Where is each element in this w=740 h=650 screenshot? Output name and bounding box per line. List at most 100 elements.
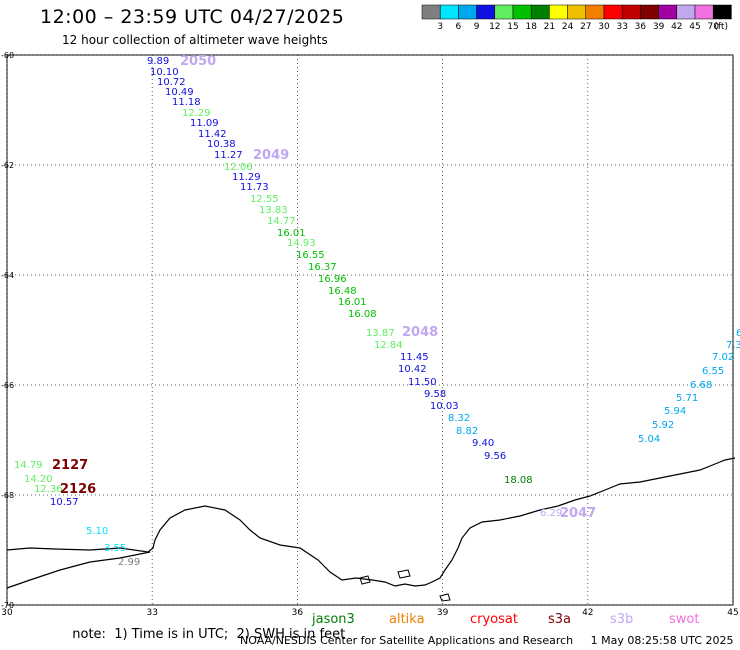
map-subtitle: 12 hour collection of altimeter wave hei… [62,33,328,47]
colorbar-swatch [439,4,459,20]
colorbar-tick-label: 27 [580,22,591,32]
coastline [6,457,736,602]
wave-height-value: 12.84 [374,340,403,351]
colorbar-tick-label: 42 [671,22,682,32]
track-id-label: 2050 [180,54,216,69]
wave-height-value: 16.48 [328,286,357,297]
wave-height-value: 11.42 [198,129,227,140]
satellite-swot: swot [669,612,700,627]
wave-height-value: 5.92 [652,420,674,431]
satellite-s3a: s3a [548,612,572,627]
wave-height-value: 6.68 [690,380,712,391]
wave-height-value: 10.57 [50,497,79,508]
satellite-jason3: jason3 [312,612,355,627]
wave-height-value: 8.32 [448,413,470,424]
colorbar-swatch [585,4,605,20]
colorbar-tick-label: 39 [653,22,665,32]
colorbar-swatch [458,4,477,20]
footer-note: note: 1) Time is in UTC; 2) SWH is in fe… [64,612,345,642]
lat-tick-label: -60 [1,51,14,60]
wave-height-value: 3.55 [104,543,126,554]
wave-height-value: 12.06 [224,162,253,173]
wave-height-value: 5.10 [86,526,108,537]
wave-height-value: 6 [736,328,740,339]
lon-tick-label: 42 [582,608,593,618]
wave-height-value: 14.20 [24,474,53,485]
wave-height-value: 6.55 [702,366,724,377]
colorbar-tick-label: 30 [598,22,610,32]
colorbar-tick-label: 15 [507,22,518,32]
lon-tick-label: 36 [292,608,304,618]
colorbar-swatch [567,4,587,20]
satellite-cryosat: cryosat [470,612,518,627]
track-id-label: 2047 [560,506,596,521]
colorbar-swatch [603,4,623,20]
map-grid: 30 33 36 39 42 45 -60 -62 -64 -66 -68 -70 [1,51,739,618]
wave-height-value: 14.93 [287,238,316,249]
page-title: 12:00 – 23:59 UTC 04/27/2025 [40,6,345,28]
wave-height-value: 7.3 [726,340,740,351]
track-id-label: 2127 [52,458,88,473]
wave-height-value: 12.29 [182,108,211,119]
wave-height-value: 10.38 [207,139,236,150]
wave-height-value: 11.50 [408,377,437,388]
wave-height-value: 5.94 [664,406,686,417]
coastline-west [6,551,151,589]
wave-height-value: 16.96 [318,274,347,285]
lat-tick-label: -62 [1,161,14,170]
track-id-label: 2126 [60,482,96,497]
lon-tick-label: 39 [437,608,449,618]
wave-height-value: 11.29 [232,172,261,183]
colorbar-swatch [476,4,496,20]
colorbar-swatch [694,4,714,20]
colorbar-swatch [512,4,532,20]
colorbar-tick-label: 36 [635,22,647,32]
wave-height-value: 10.03 [430,401,459,412]
colorbar-tick-label: 12 [489,22,500,32]
satellite-altika: altika [389,612,425,627]
lon-tick-label: 33 [146,608,157,618]
wave-height-value: 10.72 [157,77,186,88]
wave-height-value: 11.45 [400,352,429,363]
colorbar-swatch [421,4,441,20]
lat-tick-label: -66 [1,381,14,390]
lat-tick-label: -68 [1,491,14,500]
wave-height-value: 18.08 [504,475,533,486]
colorbar-tick-label: 33 [616,22,627,32]
lat-tick-label: -64 [1,271,14,280]
wave-height-value: 16.55 [296,250,325,261]
wave-height-value: 8.82 [456,426,478,437]
colorbar-unit: (ft) [714,22,728,32]
colorbar-swatch [621,4,641,20]
track-id-labels: 2050 2049 2048 2047 2127 2126 [52,54,596,521]
island-1 [397,569,411,579]
colorbar-tick-label: 70 [707,22,719,32]
wave-height-value: 16.01 [338,297,367,308]
colorbar-tick-label: 24 [562,22,574,32]
colorbar-swatch [530,4,550,20]
colorbar-swatch [494,4,514,20]
colorbar-swatch [549,4,568,20]
map-frame [6,54,734,606]
wave-height-value: 16.37 [308,262,337,273]
colorbar-tick-label: 6 [456,22,462,32]
colorbar-tick-label: 18 [525,22,537,32]
wave-height-value: 12.55 [250,194,279,205]
wave-height-value: 13.83 [259,205,288,216]
lon-tick-label: 45 [727,608,738,618]
wave-height-value: 2.99 [118,557,140,568]
island-3 [359,575,371,585]
wave-height-value: 16.08 [348,309,377,320]
credit-line: NOAA/NESDIS Center for Satellite Applica… [240,634,734,647]
wave-height-value: 6.29 [540,508,562,519]
wave-height-value: 10.10 [150,67,179,78]
satellite-s3b: s3b [610,612,634,627]
wave-height-value: 11.18 [172,97,201,108]
wave-height-value: 9.89 [147,56,169,67]
colorbar-swatch [658,4,678,20]
wave-height-value: 7.02 [712,352,734,363]
colorbar-tick-label: 45 [689,22,700,32]
wave-height-value: 12.36 [34,484,63,495]
wave-height-value: 9.40 [472,438,494,449]
